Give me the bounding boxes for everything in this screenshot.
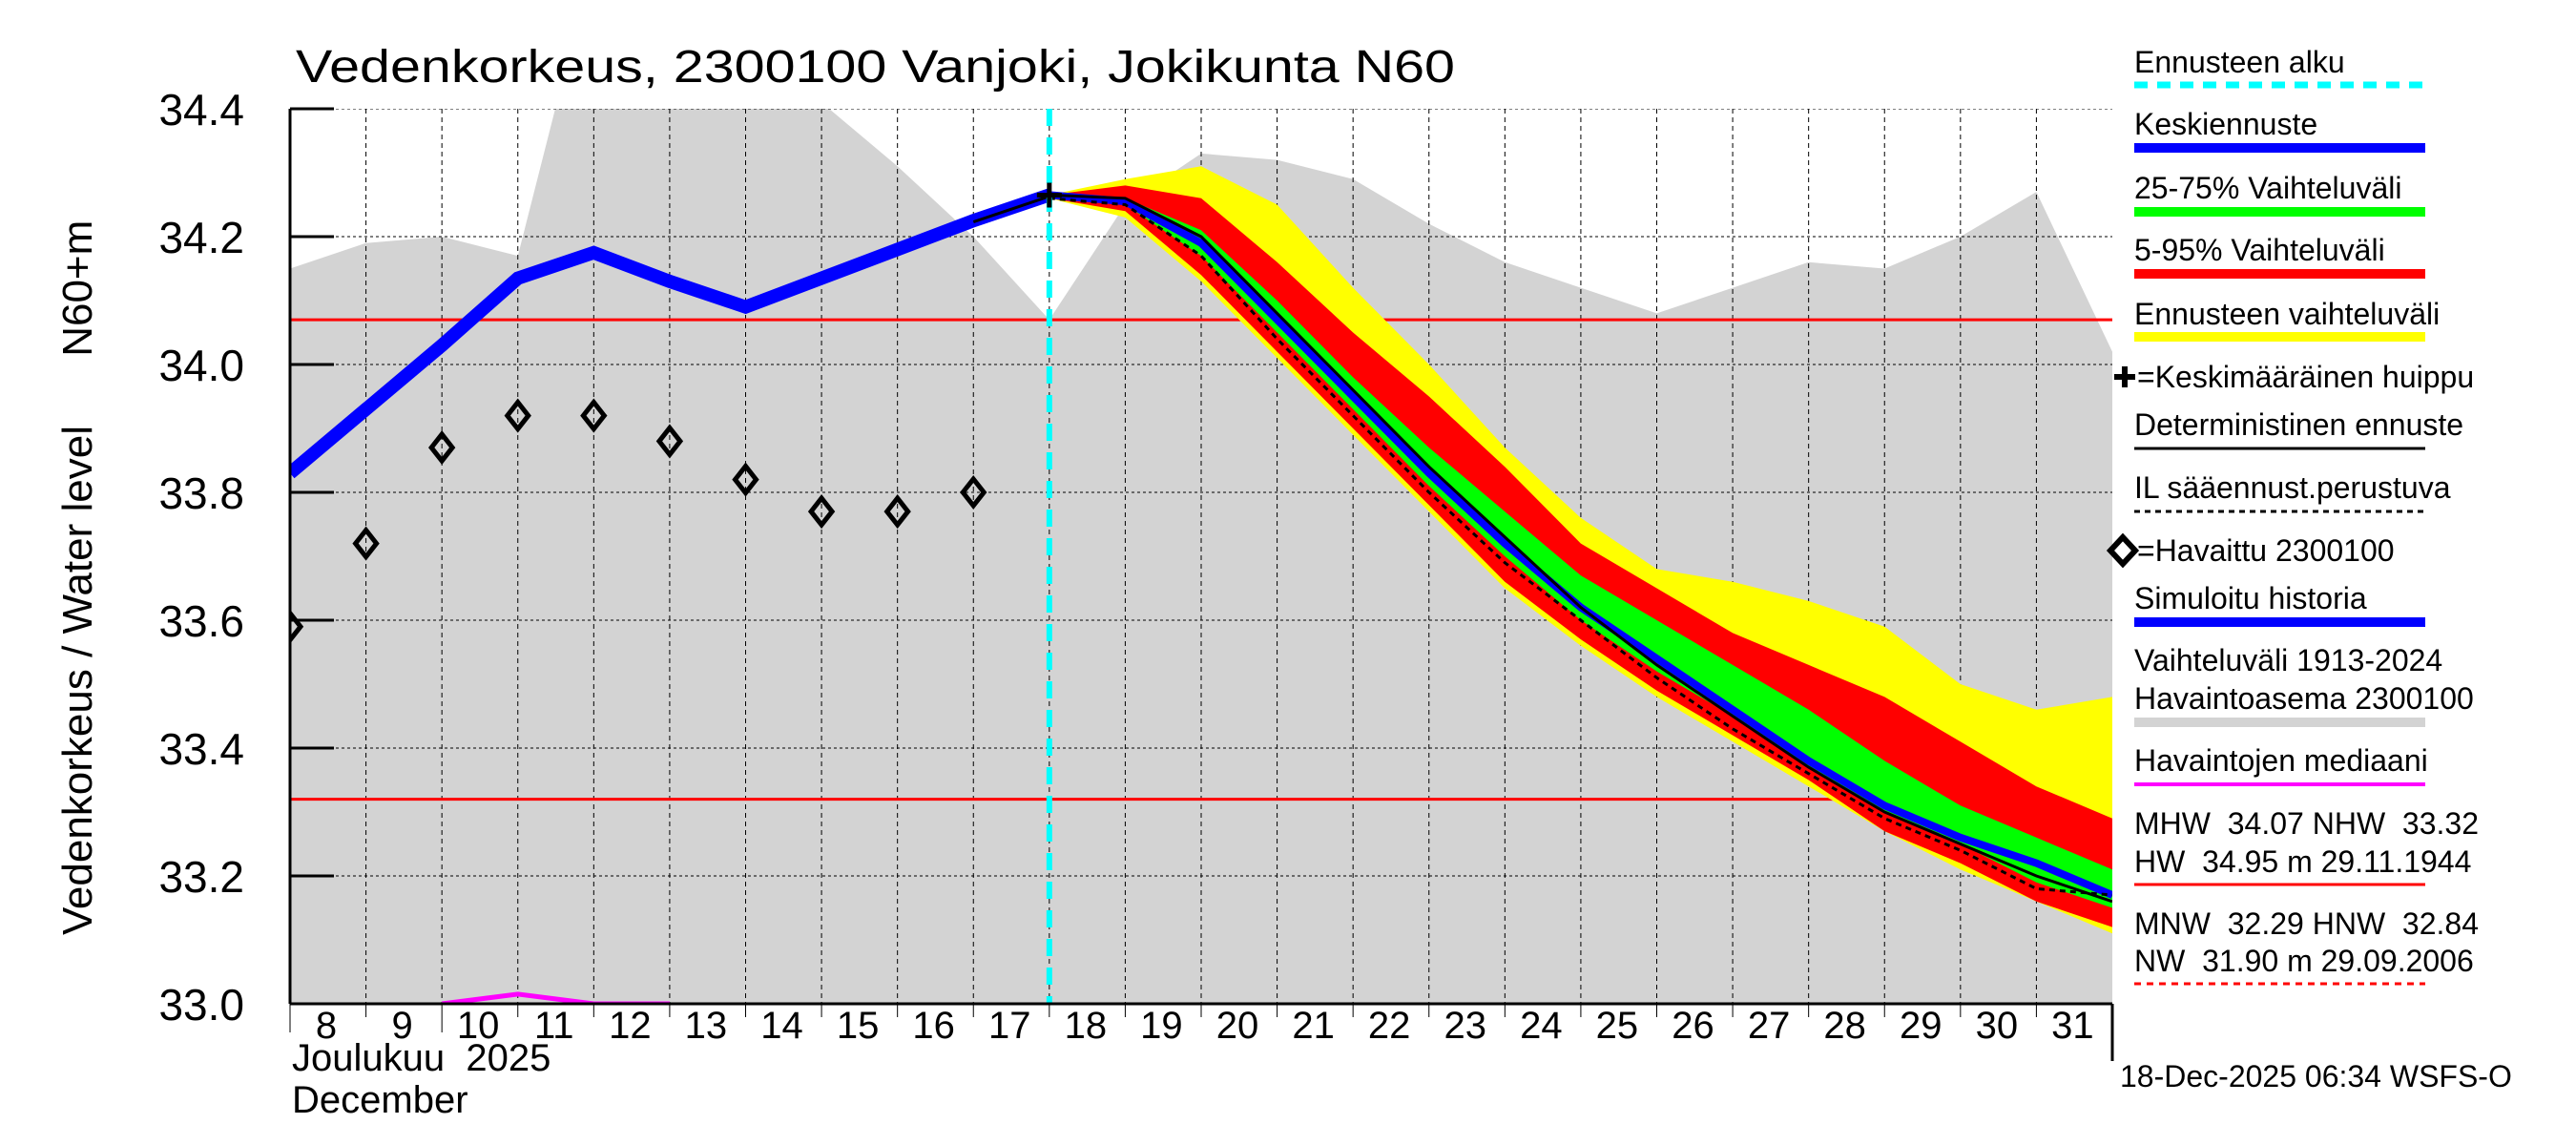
y-axis-unit: N60+m [54, 220, 101, 357]
legend-plus-icon [2114, 366, 2135, 387]
x-tick-label: 26 [1672, 1005, 1714, 1047]
legend-median-obs: Havaintojen mediaani [2134, 743, 2428, 778]
legend-median-forecast: Keskiennuste [2134, 107, 2317, 141]
x-axis-month-label: Joulukuu 2025 [292, 1037, 551, 1079]
chart-title: Vedenkorkeus, 2300100 Vanjoki, Jokikunta… [296, 42, 1455, 93]
x-tick-label: 8 [316, 1005, 337, 1047]
legend-range-5-95: 5-95% Vaihteluväli [2134, 233, 2385, 267]
y-tick-label: 33.0 [158, 980, 244, 1030]
x-tick-label: 15 [837, 1005, 880, 1047]
x-tick-label: 10 [457, 1005, 500, 1047]
x-tick-label: 18 [1065, 1005, 1108, 1047]
x-tick-label: 9 [391, 1005, 412, 1047]
il-weather-forecast-line [1049, 197, 2112, 897]
y-tick-label: 33.8 [158, 468, 244, 518]
x-tick-label: 28 [1823, 1005, 1866, 1047]
x-tick-label: 23 [1444, 1005, 1487, 1047]
x-tick-label: 31 [2051, 1005, 2094, 1047]
x-tick-label: 14 [760, 1005, 803, 1047]
legend-high-1: MHW 34.07 NHW 33.32 [2134, 806, 2479, 841]
legend-observed: =Havaittu 2300100 [2137, 533, 2395, 568]
observed-point [427, 430, 456, 466]
observed-point [580, 398, 608, 433]
x-tick-label: 17 [988, 1005, 1031, 1047]
x-tick-label: 25 [1596, 1005, 1639, 1047]
legend-low-1: MNW 32.29 HNW 32.84 [2134, 906, 2479, 941]
observed-point [807, 494, 836, 530]
legend-diamond-icon [2106, 532, 2140, 569]
x-tick-label: 24 [1520, 1005, 1563, 1047]
legend-high-2: HW 34.95 m 29.11.1944 [2134, 844, 2471, 879]
observed-point [960, 474, 987, 510]
legend-deterministic: Deterministinen ennuste [2134, 407, 2463, 442]
x-tick-label: 13 [685, 1005, 728, 1047]
x-axis-month-label-en: December [292, 1079, 468, 1121]
median-observed-line [441, 991, 670, 1004]
observed-point [504, 398, 531, 433]
y-tick-label: 34.2 [158, 213, 244, 262]
deterministic-forecast-line [1049, 193, 2112, 904]
legend-il-weather: IL sääennust.perustuva [2134, 470, 2451, 505]
observed-point [352, 526, 380, 561]
y-tick-label: 33.4 [158, 724, 244, 774]
observed-point [732, 462, 759, 497]
x-tick-label: 21 [1292, 1005, 1335, 1047]
legend-simulated: Simuloitu historia [2134, 581, 2367, 615]
y-tick-label: 34.0 [158, 341, 244, 390]
x-tick-label: 29 [1900, 1005, 1942, 1047]
y-axis-title: Vedenkorkeus / Water level [54, 426, 101, 935]
x-tick-label: 16 [912, 1005, 955, 1047]
legend-hist-range-2: Havaintoasema 2300100 [2134, 681, 2474, 716]
legend-mean-peak: =Keskimääräinen huippu [2137, 360, 2474, 394]
observed-point [290, 609, 304, 644]
footer-timestamp: 18-Dec-2025 06:34 WSFS-O [2120, 1059, 2512, 1093]
legend-forecast-start: Ennusteen alku [2134, 45, 2345, 79]
legend-range-25-75: 25-75% Vaihteluväli [2134, 171, 2401, 205]
y-tick-label: 34.4 [158, 85, 244, 135]
x-tick-label: 11 [534, 1005, 574, 1047]
legend-range-full: Ennusteen vaihteluväli [2134, 297, 2440, 331]
y-tick-label: 33.6 [158, 596, 244, 646]
deterministic-history-line [972, 195, 1050, 224]
x-tick-label: 20 [1216, 1005, 1259, 1047]
x-tick-label: 12 [609, 1005, 652, 1047]
forecast-range-25-75-band [1049, 195, 2112, 908]
y-axis-label: Vedenkorkeus / Water level N60+m [54, 220, 101, 935]
legend-hist-range-1: Vaihteluväli 1913-2024 [2134, 643, 2442, 677]
x-tick-label: 30 [1976, 1005, 2019, 1047]
x-tick-label: 27 [1748, 1005, 1791, 1047]
legend-low-2: NW 31.90 m 29.09.2006 [2134, 944, 2474, 978]
x-tick-label: 19 [1140, 1005, 1183, 1047]
observed-point [883, 494, 911, 530]
y-tick-label: 33.2 [158, 852, 244, 902]
mean-peak-marker [1036, 182, 1062, 208]
legend: Ennusteen alku Keskiennuste 25-75% Vaiht… [2106, 45, 2479, 986]
x-tick-label: 22 [1368, 1005, 1411, 1047]
observed-point [655, 424, 684, 459]
simulated-history-line [290, 188, 1052, 479]
